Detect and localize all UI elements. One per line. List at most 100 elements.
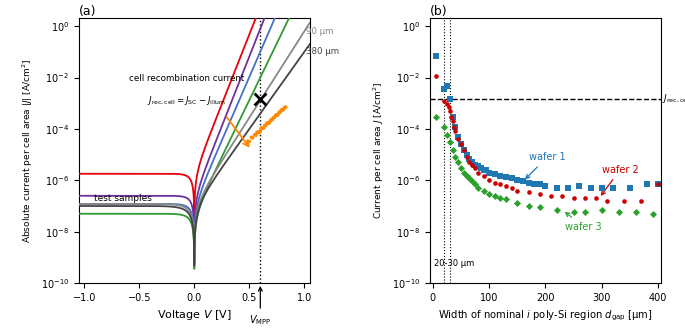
Point: [443, 105, 454, 110]
Point: [506, 185, 517, 191]
Point: [613, 209, 624, 214]
Text: (b): (b): [430, 5, 447, 18]
Y-axis label: Current per cell area $J$ [A/cm$^2$]: Current per cell area $J$ [A/cm$^2$]: [372, 82, 386, 219]
Point: [602, 199, 613, 204]
Point: [258, 125, 269, 131]
Point: [484, 170, 495, 175]
Point: [271, 112, 282, 118]
Point: [273, 112, 284, 118]
Point: [597, 207, 608, 213]
Point: [481, 168, 492, 173]
Point: [441, 132, 452, 137]
Point: [597, 185, 608, 191]
Point: [619, 199, 630, 204]
Point: [267, 117, 278, 122]
Text: wafer 1: wafer 1: [526, 152, 565, 179]
Point: [473, 170, 484, 175]
Point: [461, 154, 472, 160]
Point: [262, 121, 273, 126]
Point: [641, 182, 652, 187]
Point: [271, 113, 282, 118]
Point: [458, 147, 469, 153]
Point: [580, 196, 590, 201]
Point: [562, 185, 573, 191]
Point: [447, 147, 458, 153]
Text: 380 μm: 380 μm: [306, 47, 339, 56]
Point: [461, 173, 472, 179]
Point: [590, 196, 601, 201]
Point: [450, 154, 461, 160]
Point: [253, 130, 264, 135]
Point: [523, 203, 534, 209]
Point: [246, 135, 257, 140]
Point: [534, 182, 545, 187]
Point: [444, 96, 455, 102]
Point: [653, 182, 664, 187]
Point: [512, 188, 523, 193]
Point: [276, 108, 287, 113]
Point: [466, 162, 477, 168]
Point: [279, 105, 290, 110]
Point: [430, 73, 441, 78]
Point: [478, 173, 489, 179]
Text: cell recombination current: cell recombination current: [129, 74, 245, 83]
Point: [273, 110, 284, 115]
Point: [446, 114, 457, 119]
Point: [242, 140, 253, 145]
Point: [489, 180, 500, 186]
X-axis label: Voltage $V$ [V]: Voltage $V$ [V]: [157, 308, 232, 322]
Point: [430, 114, 441, 119]
Point: [458, 147, 469, 153]
Point: [647, 211, 658, 216]
Point: [653, 182, 664, 187]
Point: [540, 183, 551, 189]
Point: [517, 179, 528, 184]
Point: [444, 108, 455, 114]
Point: [506, 176, 517, 181]
Point: [473, 164, 484, 169]
Point: [585, 185, 596, 191]
Point: [636, 199, 647, 204]
Point: [251, 130, 262, 135]
Point: [438, 86, 449, 92]
Point: [478, 168, 489, 173]
Point: [568, 209, 579, 214]
Point: [512, 178, 523, 183]
Point: [523, 189, 534, 195]
Text: $V_\mathrm{MPP}$: $V_\mathrm{MPP}$: [249, 287, 271, 327]
Point: [568, 196, 579, 201]
Point: [259, 123, 270, 128]
Text: 20-30 μm: 20-30 μm: [434, 259, 475, 268]
Point: [501, 183, 512, 189]
X-axis label: Width of nominal $i$ poly-Si region $d_\mathrm{gap}$ [μm]: Width of nominal $i$ poly-Si region $d_\…: [438, 308, 653, 323]
Point: [255, 128, 266, 133]
Point: [456, 142, 466, 147]
Point: [580, 209, 590, 214]
Point: [449, 124, 460, 130]
Point: [630, 209, 641, 214]
Point: [441, 102, 452, 107]
Text: (a): (a): [79, 5, 97, 18]
Point: [464, 156, 475, 161]
Point: [523, 180, 534, 186]
Text: $J_\mathrm{rec,cell}$: $J_\mathrm{rec,cell}$: [662, 92, 685, 105]
Text: test samples: test samples: [94, 194, 151, 203]
Point: [534, 204, 545, 210]
Point: [461, 152, 472, 157]
Point: [264, 121, 275, 126]
Point: [253, 130, 264, 135]
Point: [551, 185, 562, 191]
Point: [489, 171, 500, 177]
Point: [244, 139, 255, 144]
Point: [512, 200, 523, 206]
Point: [268, 115, 279, 120]
Point: [438, 124, 449, 130]
Point: [495, 182, 506, 187]
Point: [529, 182, 540, 187]
Point: [495, 196, 506, 201]
Point: [495, 173, 506, 179]
Point: [470, 162, 481, 168]
Point: [262, 120, 273, 126]
Point: [473, 185, 484, 191]
Point: [450, 129, 461, 134]
